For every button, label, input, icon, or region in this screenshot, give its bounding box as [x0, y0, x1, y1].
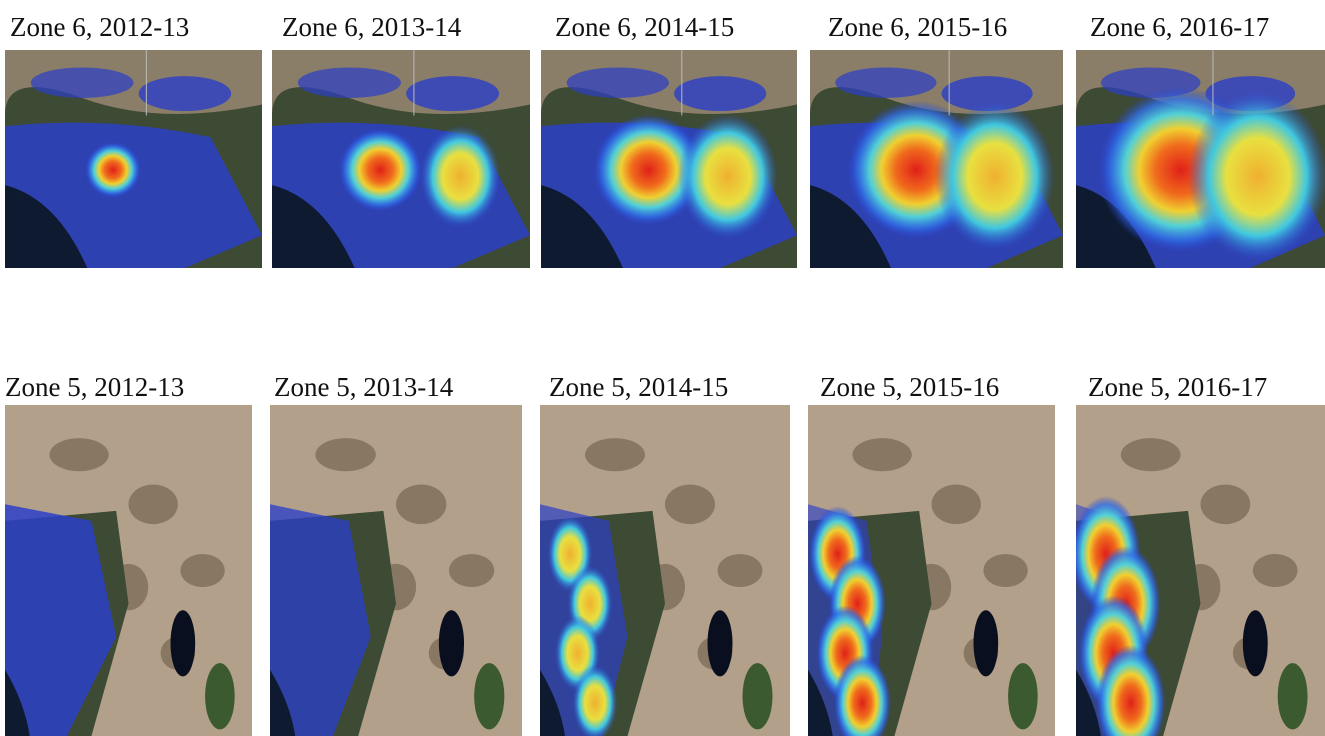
ocean: [5, 669, 30, 736]
dark-terrain: [1120, 438, 1181, 472]
green-patch: [742, 663, 773, 730]
dark-terrain: [1200, 484, 1251, 525]
map: [808, 405, 1055, 736]
ocean: [541, 185, 623, 268]
blue-patch: [835, 67, 937, 98]
blue-patch: [674, 76, 767, 112]
hotspot: [593, 114, 705, 226]
dark-terrain: [180, 553, 225, 588]
hotspot: [934, 102, 1055, 251]
panel-label: Zone 6, 2013-14: [282, 12, 462, 42]
hotspot: [1187, 91, 1325, 262]
panel-label: Zone 6, 2015-16: [828, 12, 1007, 42]
map-panel: [540, 405, 790, 736]
hotspot: [84, 141, 141, 198]
blue-patch: [566, 67, 669, 98]
dark-terrain: [1252, 553, 1298, 588]
sea: [707, 610, 733, 677]
map-panel: [1076, 405, 1325, 736]
map-panel: [1076, 50, 1325, 268]
map: [270, 405, 522, 736]
dark-terrain: [717, 553, 763, 588]
hotspot: [833, 654, 892, 736]
panel-label: Zone 5, 2015-16: [820, 372, 999, 402]
map: [1076, 50, 1325, 268]
ocean: [1076, 185, 1156, 268]
ocean: [270, 669, 296, 736]
dark-terrain: [585, 438, 645, 472]
blue-patch: [138, 76, 232, 112]
blue-patch: [30, 67, 134, 98]
dark-terrain: [852, 438, 912, 472]
dark-terrain: [49, 438, 109, 472]
blue-coverage: [270, 504, 371, 736]
dark-terrain: [128, 484, 178, 525]
green-patch: [1008, 663, 1038, 730]
map-panel: [808, 405, 1055, 736]
panel-label: Zone 6, 2016-17: [1090, 12, 1269, 42]
map-panel: [272, 50, 530, 268]
sea: [438, 610, 465, 677]
panel-label: Zone 5, 2014-15: [549, 372, 728, 402]
sea: [170, 610, 196, 677]
dark-terrain: [931, 484, 981, 525]
ocean: [808, 669, 833, 736]
blue-patch: [297, 67, 401, 98]
map-panel: [541, 50, 797, 268]
ocean: [1076, 669, 1101, 736]
panel-label: Zone 5, 2012-13: [5, 372, 184, 402]
sea: [1242, 610, 1268, 677]
green-patch: [1277, 663, 1308, 730]
blue-coverage: [5, 122, 262, 268]
map-panel: [810, 50, 1063, 268]
panel-label: Zone 5, 2013-14: [274, 372, 454, 402]
map: [5, 405, 252, 736]
map: [540, 405, 790, 736]
map-panel: [5, 50, 262, 268]
map: [272, 50, 530, 268]
blue-coverage: [5, 504, 117, 736]
map: [810, 50, 1063, 268]
panel-label: Zone 5, 2016-17: [1088, 372, 1267, 402]
hotspot: [1095, 644, 1166, 736]
ocean: [540, 669, 565, 736]
map: [1076, 405, 1325, 736]
panel-label: Zone 6, 2014-15: [555, 12, 734, 42]
dark-terrain: [396, 484, 447, 525]
hotspot: [572, 664, 618, 736]
map-panel: [5, 405, 252, 736]
dark-terrain: [315, 438, 376, 472]
panel-label: Zone 6, 2012-13: [10, 12, 189, 42]
sea: [973, 610, 999, 677]
map: [5, 50, 262, 268]
hotspot: [677, 113, 778, 239]
ocean: [810, 185, 891, 268]
blue-patch: [406, 76, 500, 112]
dark-terrain: [983, 553, 1028, 588]
map-panel: [270, 405, 522, 736]
green-patch: [474, 663, 505, 730]
hotspot: [338, 128, 423, 212]
dark-terrain: [665, 484, 715, 525]
dark-terrain: [448, 553, 495, 588]
ocean: [272, 185, 355, 268]
blue-patch: [941, 76, 1033, 112]
ocean: [5, 185, 88, 268]
green-patch: [205, 663, 235, 730]
hotspot: [420, 125, 501, 228]
map: [541, 50, 797, 268]
